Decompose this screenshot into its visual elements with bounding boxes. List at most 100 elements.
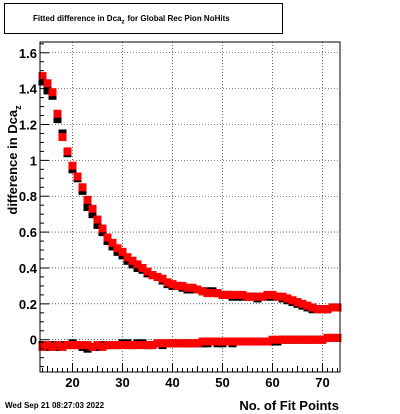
data-point xyxy=(243,337,252,346)
data-point xyxy=(333,333,342,342)
data-point xyxy=(328,333,337,342)
data-point xyxy=(218,337,227,346)
data-point xyxy=(223,290,232,299)
y-axis-label-main: difference in Dca xyxy=(5,109,20,215)
chart-title-main: Fitted difference in Dca xyxy=(33,14,122,23)
data-point xyxy=(38,72,47,81)
data-point xyxy=(53,341,62,350)
data-point xyxy=(253,292,262,301)
data-point xyxy=(153,272,162,281)
data-point xyxy=(123,253,132,262)
axis-tick-labels: 20 30 40 50 60 70 0 0.2 0.4 0.6 0.8 1 1.2 1.4 1.6 xyxy=(19,46,330,390)
data-point xyxy=(208,289,217,298)
x-tick-label: 60 xyxy=(265,375,279,390)
data-point xyxy=(283,335,292,344)
data-point xyxy=(48,342,57,351)
data-point xyxy=(233,290,242,299)
data-point xyxy=(308,335,317,344)
data-point xyxy=(148,271,157,280)
data-point xyxy=(228,337,237,346)
data-point xyxy=(223,337,232,346)
y-axis-label: difference in Dcaz xyxy=(5,105,23,215)
data-point xyxy=(103,341,112,350)
data-point xyxy=(88,210,97,219)
data-point xyxy=(288,335,297,344)
data-point xyxy=(138,341,147,350)
data-point xyxy=(88,204,97,213)
data-point xyxy=(73,341,82,350)
data-point xyxy=(303,335,312,344)
data-point xyxy=(188,283,197,292)
data-point xyxy=(133,260,142,269)
data-point xyxy=(268,335,277,344)
plot-frame xyxy=(39,41,341,373)
data-point xyxy=(48,88,57,97)
x-tick-label: 30 xyxy=(115,375,129,390)
data-point xyxy=(68,341,77,350)
data-point xyxy=(118,247,127,256)
y-tick-label: 0 xyxy=(30,333,37,348)
y-tick-label: 0.6 xyxy=(19,225,37,240)
data-point xyxy=(118,341,127,350)
data-point xyxy=(108,341,117,350)
data-point xyxy=(233,337,242,346)
data-point xyxy=(168,339,177,348)
x-tick-label: 70 xyxy=(315,375,329,390)
data-point xyxy=(238,337,247,346)
data-point xyxy=(53,115,62,124)
data-point xyxy=(133,341,142,350)
data-point xyxy=(213,337,222,346)
data-point xyxy=(313,335,322,344)
data-point xyxy=(318,335,327,344)
data-point xyxy=(88,342,97,351)
data-point xyxy=(313,305,322,314)
data-point xyxy=(293,335,302,344)
data-point xyxy=(38,77,47,86)
data-point xyxy=(263,337,272,346)
data-point xyxy=(203,337,212,346)
chart-title-subscript: z xyxy=(121,19,125,26)
data-point xyxy=(83,195,92,204)
data-point xyxy=(158,339,167,348)
data-point xyxy=(93,220,102,229)
data-point xyxy=(128,341,137,350)
data-point xyxy=(63,147,72,156)
data-point xyxy=(153,339,162,348)
data-point xyxy=(183,339,192,348)
data-point xyxy=(58,133,67,142)
data-point xyxy=(173,339,182,348)
data-point xyxy=(143,341,152,350)
data-point xyxy=(273,292,282,301)
data-point xyxy=(293,298,302,307)
y-tick-label: 1 xyxy=(30,153,37,168)
data-point xyxy=(103,233,112,242)
data-point xyxy=(193,339,202,348)
data-point xyxy=(138,263,147,272)
data-point xyxy=(163,339,172,348)
data-point xyxy=(253,337,262,346)
data-point xyxy=(198,337,207,346)
data-point xyxy=(123,341,132,350)
y-tick-label: 1.4 xyxy=(19,82,38,97)
data-point xyxy=(298,299,307,308)
data-point xyxy=(258,292,267,301)
data-point xyxy=(278,292,287,301)
data-point xyxy=(278,335,287,344)
data-point xyxy=(333,303,342,312)
data-point xyxy=(43,79,52,88)
x-tick-label: 20 xyxy=(65,375,79,390)
y-tick-label: 0.2 xyxy=(19,297,37,312)
y-tick-label: 0.8 xyxy=(19,189,37,204)
data-point xyxy=(73,172,82,181)
data-point xyxy=(248,292,257,301)
data-point xyxy=(178,339,187,348)
data-point xyxy=(58,342,67,351)
data-point xyxy=(78,341,87,350)
data-point xyxy=(93,341,102,350)
data-point xyxy=(288,296,297,305)
data-point xyxy=(273,335,282,344)
data-point xyxy=(148,341,157,350)
data-point xyxy=(83,203,92,211)
y-axis-label-subscript: z xyxy=(13,105,23,110)
y-tick-label: 1.6 xyxy=(19,46,37,61)
